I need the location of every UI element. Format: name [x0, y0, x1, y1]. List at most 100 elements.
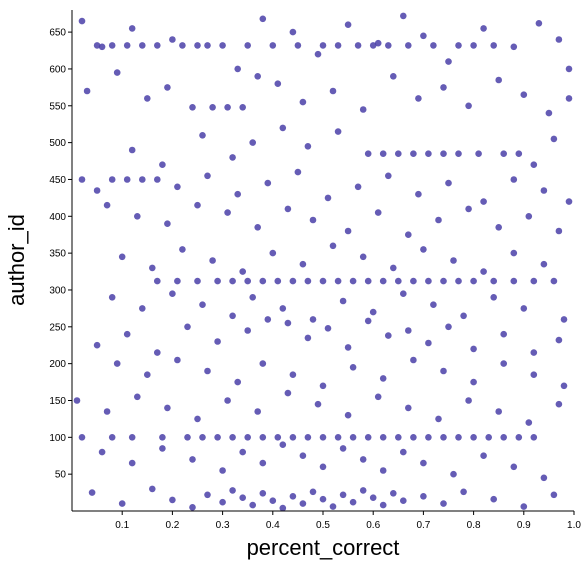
- data-point: [395, 434, 402, 441]
- data-point: [495, 76, 503, 84]
- data-point: [530, 349, 538, 356]
- data-point: [369, 494, 377, 502]
- data-point: [123, 42, 131, 49]
- data-point: [445, 58, 452, 65]
- data-point: [445, 179, 452, 187]
- data-point: [420, 459, 427, 467]
- data-point: [304, 143, 312, 150]
- data-point: [229, 434, 236, 441]
- data-point: [480, 25, 487, 32]
- data-point: [269, 249, 277, 257]
- data-point: [229, 312, 236, 320]
- data-point: [128, 459, 136, 467]
- data-point: [364, 150, 372, 157]
- data-point: [294, 168, 302, 176]
- data-point: [159, 445, 166, 452]
- data-point: [349, 434, 357, 441]
- y-tick-label: 500: [49, 138, 66, 149]
- data-point: [299, 98, 307, 106]
- x-tick-label: 1.0: [567, 520, 581, 531]
- data-point: [430, 301, 437, 309]
- data-point: [359, 456, 367, 463]
- data-point: [279, 124, 287, 132]
- data-point: [174, 277, 181, 285]
- data-point: [309, 216, 317, 224]
- data-point: [395, 277, 402, 285]
- data-point: [108, 176, 116, 183]
- data-point: [128, 25, 136, 32]
- data-point: [364, 434, 372, 441]
- data-point: [339, 297, 347, 305]
- data-point: [369, 308, 377, 316]
- y-tick-label: 350: [49, 249, 66, 260]
- y-tick-label: 300: [49, 285, 66, 296]
- data-point: [184, 434, 191, 441]
- data-point: [334, 434, 342, 441]
- data-point: [344, 227, 352, 235]
- data-point: [455, 42, 462, 49]
- data-point: [385, 332, 392, 339]
- data-point: [540, 260, 548, 268]
- data-point: [415, 190, 422, 198]
- data-point: [374, 39, 382, 47]
- y-tick-label: 450: [49, 175, 66, 186]
- data-point: [319, 495, 327, 503]
- data-point: [299, 452, 307, 460]
- data-point: [475, 150, 482, 157]
- data-point: [289, 277, 297, 285]
- data-point: [410, 356, 417, 364]
- data-point: [254, 408, 261, 415]
- data-point: [289, 28, 297, 36]
- data-point: [435, 216, 442, 224]
- data-point: [194, 415, 201, 423]
- y-tick-label: 250: [49, 322, 66, 333]
- data-point: [565, 198, 573, 205]
- data-point: [309, 316, 317, 323]
- data-point: [108, 294, 116, 301]
- data-point: [259, 360, 267, 367]
- data-point: [324, 194, 332, 202]
- data-point: [284, 389, 292, 397]
- data-point: [194, 42, 201, 49]
- data-point: [219, 498, 226, 506]
- data-point: [485, 434, 493, 441]
- data-point: [284, 319, 292, 327]
- data-point: [169, 290, 176, 298]
- x-tick-label: 0.9: [517, 520, 531, 531]
- y-axis-ticks: 50 100 150 200 250 300 350 400 450 500 550 600 650: [49, 28, 72, 481]
- data-point: [359, 487, 367, 494]
- data-point: [259, 15, 267, 23]
- data-point: [229, 154, 236, 161]
- data-point: [294, 42, 302, 49]
- data-point: [234, 190, 241, 198]
- data-point: [184, 323, 191, 331]
- data-point: [284, 205, 292, 213]
- data-point: [159, 434, 166, 441]
- data-point: [299, 500, 307, 507]
- data-point: [374, 393, 382, 401]
- data-point: [400, 290, 407, 298]
- data-point: [249, 139, 256, 146]
- data-point: [450, 470, 457, 478]
- data-point: [274, 434, 282, 441]
- y-tick-label: 150: [49, 396, 66, 407]
- data-point: [199, 301, 206, 309]
- data-point: [379, 277, 387, 285]
- data-point: [440, 277, 447, 285]
- data-point: [495, 408, 503, 415]
- data-point: [93, 341, 101, 349]
- data-point: [113, 69, 121, 76]
- data-point: [219, 42, 226, 49]
- data-point: [78, 176, 86, 183]
- data-point: [304, 334, 312, 342]
- data-point: [174, 183, 181, 191]
- data-point: [204, 491, 211, 499]
- data-point: [390, 264, 397, 272]
- y-tick-label: 650: [49, 28, 66, 39]
- data-point: [118, 500, 126, 507]
- data-point: [344, 21, 352, 29]
- data-point: [78, 17, 86, 25]
- data-point: [123, 330, 131, 338]
- data-point: [495, 224, 503, 231]
- data-point: [390, 73, 397, 80]
